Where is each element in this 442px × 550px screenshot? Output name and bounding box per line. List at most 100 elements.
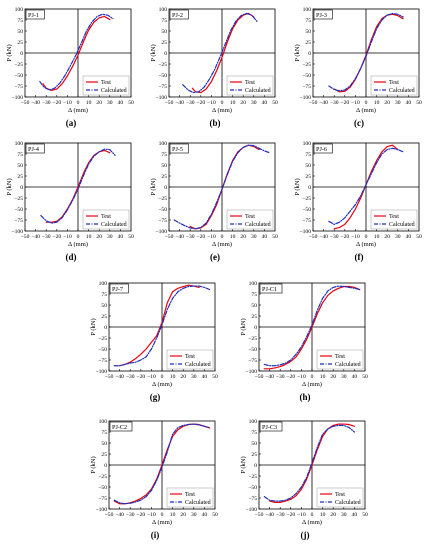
x-tick-label: 40 (118, 234, 124, 240)
x-tick-label: 30 (341, 512, 347, 518)
x-axis-label: Δ (mm) (68, 107, 88, 114)
x-tick-label: 20 (384, 100, 390, 106)
chart-panel-pj-c3: −50 −40 −30 −20 −10 0 10 20 30 40 50 −100 −75 −50 −25 0… (240, 416, 370, 540)
y-tick-label: 100 (249, 281, 258, 287)
series-line-test (42, 15, 111, 92)
legend-label: Calculated (389, 88, 415, 94)
y-tick-label: 0 (254, 325, 257, 331)
chart-svg: −50 −40 −30 −20 −10 0 10 20 30 40 50−100−75−50−250… (294, 7, 422, 114)
x-tick-label: 10 (230, 100, 236, 106)
y-tick-label: −100 (95, 369, 107, 375)
y-tick-label: −100 (299, 95, 311, 101)
y-axis-label: P (kN) (150, 44, 157, 61)
x-tick-label: −30 (42, 234, 51, 240)
x-axis-label: Δ (mm) (68, 241, 88, 248)
y-tick-label: 100 (99, 419, 108, 425)
x-tick-label: 50 (416, 100, 422, 106)
y-tick-label: −100 (155, 229, 167, 235)
chart-svg: −50 −40 −30 −20 −10 0 10 20 30 40 50−100−75−50−250… (240, 419, 368, 526)
y-tick-label: 75 (161, 18, 167, 24)
y-tick-label: 50 (101, 303, 107, 309)
x-tick-label: 30 (251, 100, 257, 106)
x-tick-label: 20 (330, 374, 336, 380)
legend-label: Test (245, 80, 255, 86)
y-tick-label: −25 (302, 62, 311, 68)
specimen-title-box (259, 421, 283, 432)
y-tick-label: 75 (251, 430, 257, 436)
x-tick-label: 20 (96, 234, 102, 240)
y-axis-label: P (kN) (6, 178, 13, 195)
x-tick-label: −20 (196, 234, 205, 240)
y-tick-label: −75 (158, 218, 167, 224)
y-tick-label: −50 (158, 73, 167, 79)
x-tick-label: −40 (319, 234, 328, 240)
x-tick-label: −50 (21, 100, 30, 106)
specimen-title-box (259, 283, 283, 294)
x-tick-label: −10 (207, 100, 216, 106)
legend-label: Test (185, 354, 195, 360)
panel-caption: (e) (210, 252, 220, 262)
y-tick-label: 25 (305, 174, 311, 180)
y-tick-label: 0 (254, 463, 257, 469)
x-tick-label: 50 (416, 234, 422, 240)
specimen-title: PJ-C2 (112, 424, 127, 431)
y-tick-label: −100 (95, 507, 107, 513)
x-tick-label: 0 (311, 512, 314, 518)
panel-caption: (h) (299, 392, 311, 402)
x-tick-label: −20 (136, 374, 145, 380)
y-tick-label: 25 (161, 174, 167, 180)
x-tick-label: −10 (351, 234, 360, 240)
y-axis-label: P (kN) (6, 44, 13, 61)
x-tick-label: 40 (352, 374, 358, 380)
y-axis-label: P (kN) (294, 178, 301, 195)
x-tick-label: −40 (175, 100, 184, 106)
x-axis-label: Δ (mm) (302, 519, 322, 526)
y-tick-label: −75 (248, 358, 257, 364)
x-tick-label: 20 (330, 512, 336, 518)
y-tick-label: 50 (17, 163, 23, 169)
x-axis-label: Δ (mm) (212, 107, 232, 114)
specimen-title: PJ-2 (172, 12, 183, 19)
x-tick-label: −50 (105, 374, 114, 380)
x-tick-label: 50 (128, 100, 134, 106)
series-line-calculated (39, 13, 114, 91)
x-tick-label: 40 (118, 100, 124, 106)
y-tick-label: −75 (158, 84, 167, 90)
x-tick-label: 40 (262, 100, 268, 106)
x-tick-label: 10 (320, 512, 326, 518)
y-tick-label: −75 (14, 84, 23, 90)
legend-label: Test (389, 214, 399, 220)
x-tick-label: 20 (240, 234, 246, 240)
y-tick-label: 75 (251, 292, 257, 298)
y-tick-label: 25 (161, 40, 167, 46)
y-tick-label: −25 (158, 62, 167, 68)
x-tick-label: 20 (96, 100, 102, 106)
x-tick-label: −10 (63, 100, 72, 106)
y-tick-label: −75 (98, 496, 107, 502)
y-tick-label: 50 (161, 163, 167, 169)
specimen-title-box (313, 143, 333, 154)
specimen-title: PJ-7 (112, 286, 123, 293)
y-tick-label: 50 (305, 29, 311, 35)
y-tick-label: 0 (20, 185, 23, 191)
specimen-title: PJ-1 (28, 12, 39, 19)
x-tick-label: 40 (262, 234, 268, 240)
y-tick-label: −100 (245, 369, 257, 375)
y-tick-label: 75 (101, 430, 107, 436)
y-tick-label: 100 (159, 7, 168, 13)
chart-panel-pj-4: −50 −40 −30 −20 −10 0 10 20 30 40 50 −100 −75 −50 −25 0… (6, 138, 136, 262)
specimen-title: PJ-6 (316, 146, 327, 153)
x-tick-label: 20 (240, 100, 246, 106)
y-tick-label: −75 (302, 84, 311, 90)
legend-label: Calculated (245, 88, 271, 94)
series-line-calculated (263, 424, 356, 502)
x-tick-label: 10 (374, 100, 380, 106)
x-tick-label: −40 (115, 512, 124, 518)
y-axis-label: P (kN) (90, 456, 97, 473)
x-tick-label: 10 (374, 234, 380, 240)
x-axis-label: Δ (mm) (356, 107, 376, 114)
x-tick-label: −10 (297, 374, 306, 380)
y-tick-label: −50 (248, 347, 257, 353)
legend-label: Calculated (101, 88, 127, 94)
y-tick-label: −100 (155, 95, 167, 101)
